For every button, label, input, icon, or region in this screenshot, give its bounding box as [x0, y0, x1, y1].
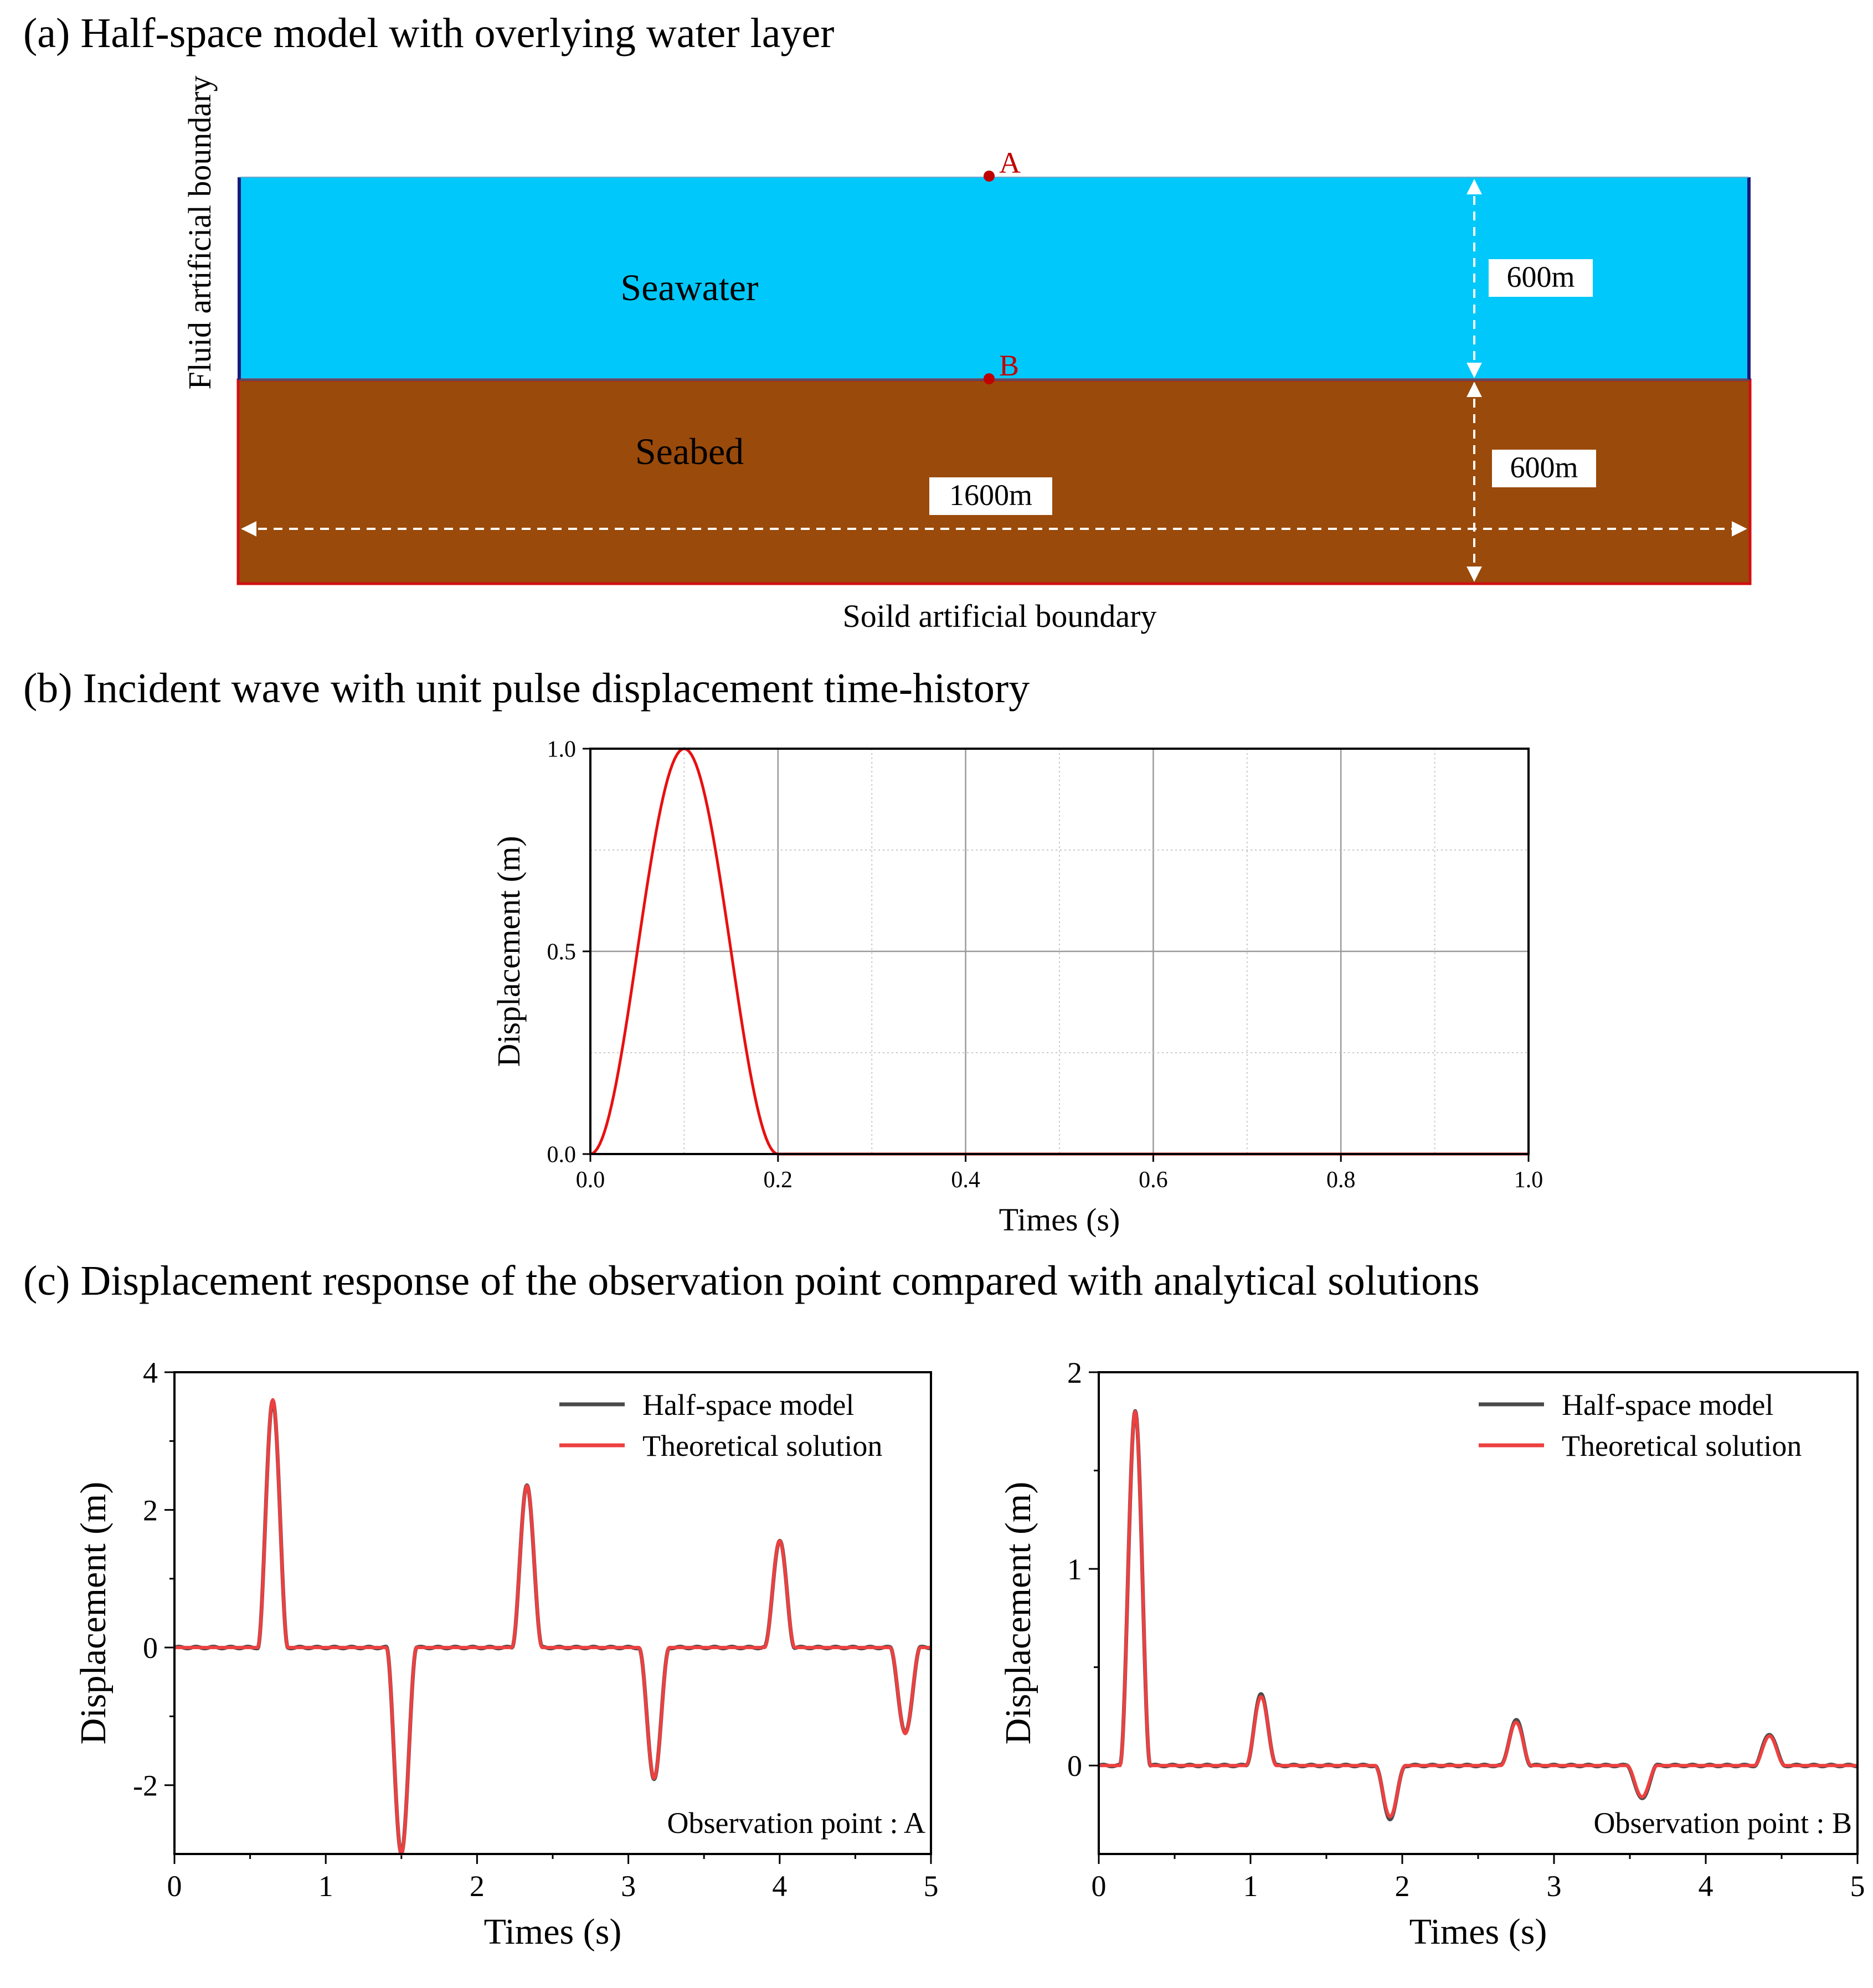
x-tick-label: 0.2 [764, 1167, 793, 1193]
observation-point-annotation: Observation point : B [1594, 1806, 1852, 1840]
x-tick-label: 3 [621, 1869, 636, 1903]
x-tick-label: 1 [1243, 1869, 1258, 1903]
x-tick-label: 0.6 [1139, 1167, 1168, 1193]
x-tick-label: 5 [924, 1869, 939, 1903]
x-tick-label: 1.0 [1514, 1167, 1543, 1193]
seawater-label: Seawater [620, 266, 759, 308]
legend-label: Theoretical solution [642, 1429, 882, 1462]
x-tick-label: 2 [470, 1869, 485, 1903]
x-tick-label: 0.0 [576, 1167, 605, 1193]
panel-c-title: (c) Displacement response of the observa… [23, 1258, 1480, 1304]
x-tick-label: 1 [318, 1869, 333, 1903]
y-tick-label: -2 [133, 1769, 158, 1802]
y-tick-label: 1.0 [547, 737, 577, 763]
width-label-box [929, 477, 1052, 515]
legend-label: Half-space model [1562, 1388, 1773, 1422]
y-tick-label: 0 [143, 1631, 158, 1665]
y-tick-label: 4 [143, 1356, 158, 1389]
x-tick-label: 2 [1395, 1869, 1410, 1903]
y-axis-label: Displacement (m) [998, 1482, 1038, 1745]
legend-label: Half-space model [642, 1388, 854, 1422]
x-axis-label: Times (s) [484, 1912, 622, 1952]
x-tick-label: 0 [167, 1869, 182, 1903]
plot-frame [1098, 1371, 1859, 1855]
y-tick-label: 0.0 [547, 1142, 577, 1168]
y-tick-label: 2 [143, 1493, 158, 1527]
y-tick-label: 0 [1067, 1749, 1082, 1783]
observation-point-annotation: Observation point : A [667, 1806, 925, 1840]
series-line-theoretical-solution [174, 1398, 931, 1856]
seabed-depth-label: 600m [1510, 451, 1578, 484]
x-tick-label: 5 [1850, 1869, 1865, 1903]
observation-point-a [984, 171, 995, 182]
water-depth-label-box [1489, 259, 1593, 297]
y-tick-label: 1 [1067, 1553, 1082, 1586]
x-tick-label: 0.4 [951, 1167, 980, 1193]
water-depth-label: 600m [1506, 260, 1574, 293]
panel-b-title: (b) Incident wave with unit pulse displa… [23, 665, 1030, 712]
legend-label: Theoretical solution [1562, 1429, 1802, 1462]
point-a-label: A [999, 146, 1021, 179]
point-b-label: B [999, 349, 1019, 382]
solid-boundary-label: Soild artificial boundary [843, 598, 1157, 634]
y-tick-label: 0.5 [547, 940, 577, 965]
series-line-theoretical-solution [1099, 1410, 1857, 1819]
x-axis-label: Times (s) [1409, 1912, 1547, 1952]
seabed-depth-label-box [1492, 450, 1596, 487]
y-axis-label: Displacement (m) [491, 836, 527, 1067]
x-tick-label: 4 [772, 1869, 787, 1903]
incident-wave-chart: 0.0 0.2 0.4 0.6 0.8 1.0 0.0 0.5 1.0 Times (s) Disp… [491, 737, 1543, 1238]
y-tick-label: 2 [1067, 1356, 1082, 1389]
observation-point-b [984, 373, 995, 384]
fluid-boundary-label: Fluid artificial boundary [182, 76, 218, 390]
response-chart-point-a: 0 1 2 3 4 5 -2 0 2 4 Times (s) Displacement (m) Half… [73, 1356, 939, 1952]
response-chart-point-b: 0 1 2 3 4 5 0 1 2 Times (s) Displacement (m) Half-s… [998, 1356, 1865, 1952]
plot-frame [173, 1371, 932, 1855]
plot-frame [589, 748, 1530, 1155]
x-tick-label: 0 [1092, 1869, 1107, 1903]
x-tick-label: 3 [1547, 1869, 1562, 1903]
series-line-half-space-model [1099, 1409, 1857, 1822]
x-tick-label: 4 [1699, 1869, 1714, 1903]
seabed-label: Seabed [635, 430, 744, 472]
x-tick-label: 0.8 [1326, 1167, 1356, 1193]
width-label: 1600m [949, 478, 1032, 512]
panel-a-title: (a) Half-space model with overlying wate… [23, 10, 835, 56]
y-axis-label: Displacement (m) [73, 1482, 114, 1745]
series-line-half-space-model [174, 1398, 931, 1856]
half-space-model-diagram: 600m 600m 1600m Seawater Seabed A B Flui… [182, 76, 1752, 634]
x-axis-label: Times (s) [999, 1202, 1120, 1238]
